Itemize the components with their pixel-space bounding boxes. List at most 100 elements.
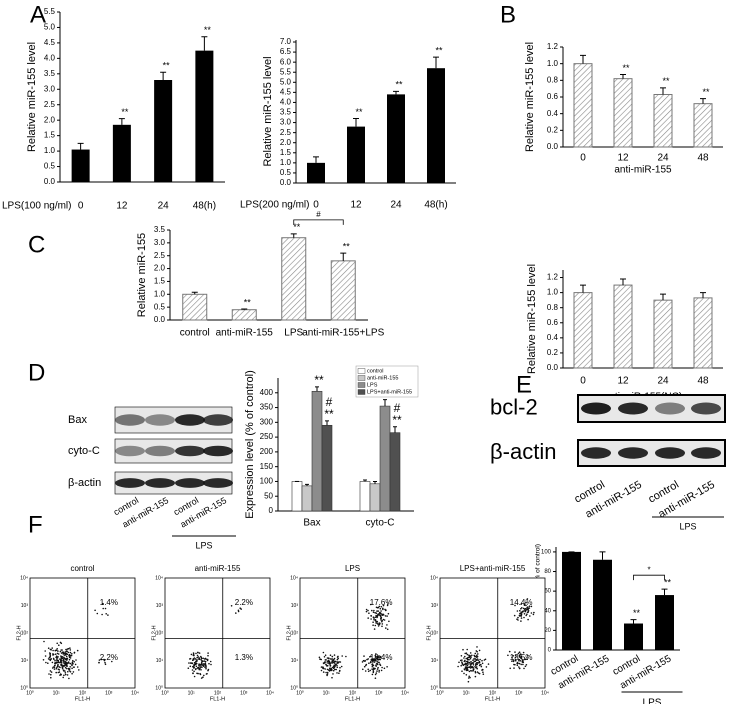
flow-frame: [299, 577, 406, 689]
flow-dot: [521, 607, 523, 609]
flow-dot: [333, 660, 336, 663]
flow-dot: [463, 663, 466, 666]
x-tick-label: anti-miR-155: [216, 328, 274, 339]
flow-dot: [331, 655, 334, 658]
bar: [573, 63, 593, 148]
flow-dot: [76, 649, 79, 652]
y-tick-label: 0.0: [547, 363, 559, 372]
flow-dot: [55, 667, 58, 670]
flow-dot: [516, 661, 519, 664]
flow-dot: [65, 652, 67, 655]
error-bar: [393, 90, 399, 95]
flow-dot: [363, 655, 365, 657]
bar: [562, 551, 581, 650]
flow-dot: [64, 661, 67, 664]
flow-dot: [336, 666, 339, 669]
bar: [653, 299, 673, 369]
flow-y-tick: 10⁰: [290, 685, 298, 691]
flow-dot: [193, 657, 196, 659]
flow-dot: [525, 614, 527, 617]
flow-dot: [376, 620, 379, 623]
flow-dot: [465, 660, 468, 663]
error-bar: [305, 483, 309, 486]
flow-dot: [67, 670, 69, 673]
flow-dot: [375, 672, 378, 674]
flow-title: anti-miR-155: [195, 564, 241, 573]
flow-dot: [381, 623, 384, 625]
flow-dot: [469, 667, 472, 669]
flow-x-tick: 10⁴: [401, 690, 409, 696]
flow-dot: [480, 665, 483, 668]
flow-dot: [320, 669, 323, 672]
blot-row-label: Bax: [68, 414, 87, 426]
blot-band: [618, 447, 648, 459]
flow-dot: [463, 672, 465, 675]
flow-dot: [526, 609, 528, 611]
flow-dot: [532, 613, 535, 616]
flow-dot: [332, 661, 335, 664]
flow-dot: [382, 604, 385, 607]
flow-dot: [374, 655, 377, 657]
flow-dot: [63, 660, 65, 662]
flow-dot: [206, 659, 209, 662]
y-tick-label: 20: [544, 628, 551, 634]
flow-dot: [365, 608, 368, 611]
y-tick-label: 60: [544, 589, 551, 595]
flow-dot: [476, 671, 479, 673]
y-tick-label: 4.0: [280, 98, 292, 107]
y-tick-label: 0.0: [154, 315, 166, 324]
flow-dot: [469, 652, 472, 654]
flow-dot: [345, 655, 347, 658]
flow-dot: [468, 661, 471, 664]
flow-dot: [520, 617, 523, 619]
x-axis-label: LPS(100 ng/ml): [2, 201, 71, 212]
flow-dot: [384, 609, 387, 612]
flow-dot: [78, 669, 80, 671]
y-axis-label: Relative miR-155 level: [26, 42, 38, 152]
flow-dot: [516, 664, 519, 667]
error-bar: [599, 551, 606, 560]
flow-dot: [374, 611, 376, 614]
y-tick-label: 5.5: [44, 7, 56, 16]
flow-y-tick: 10¹: [156, 658, 164, 664]
flow-dot: [378, 655, 381, 657]
flow-dot: [75, 659, 77, 661]
flow-dot: [378, 669, 381, 672]
flow-dot: [475, 663, 477, 665]
bracket-label: #: [316, 210, 321, 219]
flow-dot: [50, 658, 52, 660]
y-tick-label: 1.0: [280, 158, 292, 167]
flow-dot: [461, 670, 463, 672]
quadrant-percent: 1.4%: [100, 598, 118, 607]
flow-dot: [329, 654, 332, 656]
flow-dot: [189, 662, 192, 664]
flow-dot: [59, 641, 62, 644]
flow-dot: [195, 652, 197, 655]
flow-dot: [66, 663, 68, 665]
flow-dot: [487, 663, 490, 665]
flow-dot: [331, 676, 333, 679]
y-tick-label: 4.0: [44, 53, 56, 62]
y-tick-label: 400: [260, 388, 274, 397]
flow-dot: [373, 668, 376, 670]
flow-dot: [474, 671, 477, 674]
flow-dot: [522, 651, 525, 654]
flow-dot: [59, 666, 61, 669]
flow-dot: [326, 668, 329, 671]
error-bar: [580, 284, 586, 293]
flow-dot: [471, 670, 473, 672]
flow-dot: [362, 659, 365, 662]
flow-dot: [334, 668, 336, 671]
flow-dot: [193, 664, 195, 667]
panel-letter: A: [30, 1, 46, 28]
flow-dot: [514, 604, 516, 607]
y-axis-label: Relative miR-155 level: [262, 56, 274, 166]
y-tick-label: 0.5: [154, 302, 166, 311]
flow-dot: [511, 656, 513, 659]
flow-dot: [57, 656, 59, 658]
flow-dot: [189, 665, 192, 668]
flow-x-tick: 10¹: [188, 690, 196, 696]
flow-dot: [336, 664, 338, 667]
x-tick-label: 48: [697, 153, 709, 164]
